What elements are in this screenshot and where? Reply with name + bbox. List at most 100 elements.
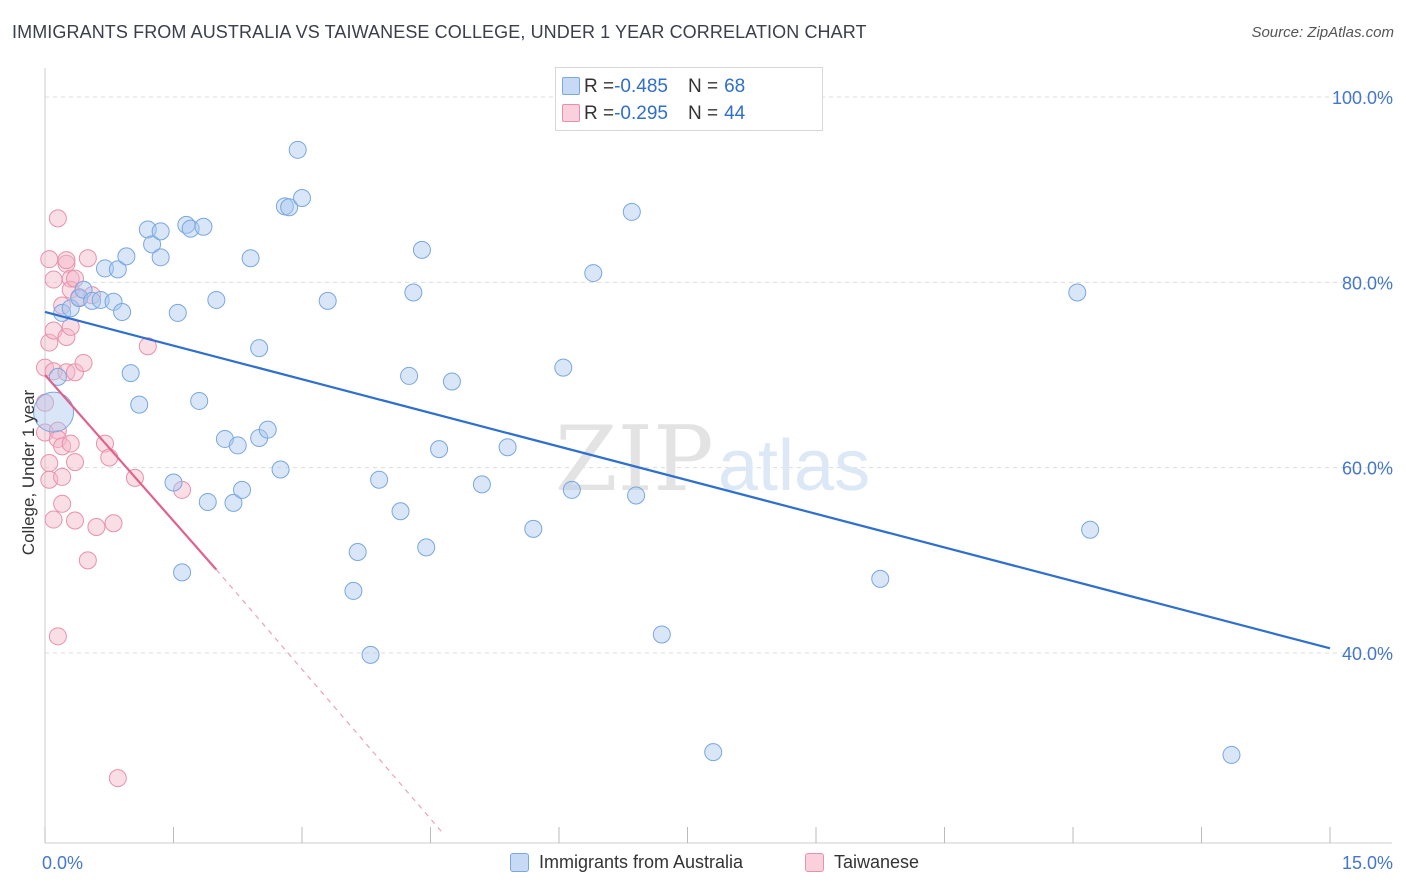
data-point-australia — [108, 260, 127, 279]
data-point-australia — [250, 339, 269, 358]
data-point-taiwanese — [53, 467, 72, 486]
data-point-taiwanese — [44, 270, 63, 289]
data-point-australia — [130, 395, 149, 414]
data-point-australia — [164, 473, 183, 492]
data-point-australia — [627, 486, 646, 505]
data-point-australia — [151, 248, 170, 267]
watermark-atlas: atlas — [718, 426, 870, 506]
data-point-taiwanese — [78, 249, 97, 268]
data-point-australia — [370, 470, 389, 489]
data-point-australia — [554, 358, 573, 377]
data-point-australia — [348, 542, 367, 561]
stats-row-taiwanese: R = -0.295 N = 44 — [562, 101, 745, 127]
data-point-australia — [207, 290, 226, 309]
stats-n-label: N = — [687, 76, 719, 97]
data-point-taiwanese — [61, 434, 80, 453]
data-point-australia — [241, 249, 260, 268]
data-point-australia — [622, 202, 641, 221]
legend-label-australia: Immigrants from Australia — [539, 852, 744, 872]
data-point-taiwanese — [78, 551, 97, 570]
data-point-taiwanese — [53, 494, 72, 513]
data-point-australia — [271, 460, 290, 479]
legend-swatch-taiwanese — [805, 853, 824, 872]
axis-labels: 40.0% 60.0% 80.0% 100.0% 0.0% 15.0% College, U… — [19, 88, 1393, 873]
data-point-taiwanese — [100, 448, 119, 467]
data-point-australia — [498, 438, 517, 457]
data-point-australia — [442, 372, 461, 391]
trend-lines — [44, 310, 1331, 835]
data-point-australia — [228, 436, 247, 455]
data-point-australia — [562, 480, 581, 499]
data-point-australia — [198, 492, 217, 511]
data-point-taiwanese — [87, 517, 106, 536]
data-point-australia — [871, 569, 890, 588]
data-point-australia — [233, 480, 252, 499]
chart-title: IMMIGRANTS FROM AUSTRALIA VS TAIWANESE C… — [12, 22, 867, 42]
watermark: ZIP atlas — [555, 407, 870, 512]
x-tick-label-max: 15.0% — [1342, 853, 1393, 873]
data-point-australia — [344, 581, 363, 600]
data-point-australia — [33, 391, 75, 433]
data-point-australia — [194, 217, 213, 236]
legend-label-taiwanese: Taiwanese — [834, 852, 920, 872]
grid-lines — [45, 96, 1392, 654]
data-point-australia — [404, 283, 423, 302]
stats-swatch-australia — [562, 77, 580, 95]
data-point-australia — [151, 222, 170, 241]
y-tick-label: 40.0% — [1342, 644, 1393, 664]
trend-extension-taiwanese — [215, 569, 444, 835]
data-point-taiwanese — [57, 251, 76, 270]
data-point-australia — [524, 519, 543, 538]
y-tick-label: 60.0% — [1342, 459, 1393, 479]
data-point-australia — [280, 198, 299, 217]
legend-item-taiwanese[interactable]: Taiwanese — [805, 852, 919, 873]
data-point-australia — [412, 240, 431, 259]
watermark-zip: ZIP — [555, 407, 714, 512]
legend-swatch-australia — [510, 853, 529, 872]
data-point-australia — [143, 235, 162, 254]
data-point-australia — [430, 440, 449, 459]
trend-line-taiwanese — [44, 374, 218, 571]
source-label: Source: ZipAtlas.com — [1251, 24, 1394, 41]
y-tick-label: 80.0% — [1342, 273, 1393, 293]
data-point-australia — [95, 259, 114, 278]
y-axis-label: College, Under 1 year — [19, 389, 38, 555]
trend-line-australia — [44, 310, 1331, 650]
data-point-australia — [113, 302, 132, 321]
data-point-taiwanese — [104, 514, 123, 533]
data-point-taiwanese — [74, 353, 93, 372]
data-point-taiwanese — [57, 328, 76, 347]
x-tick-label-min: 0.0% — [42, 853, 83, 873]
data-point-australia — [361, 645, 380, 664]
data-point-australia — [417, 538, 436, 557]
data-point-australia — [1068, 283, 1087, 302]
data-point-australia — [173, 563, 192, 582]
data-point-australia — [400, 366, 419, 385]
data-point-taiwanese — [40, 333, 59, 352]
data-point-australia — [1081, 520, 1100, 539]
data-point-taiwanese — [48, 627, 67, 646]
data-point-australia — [117, 247, 136, 266]
data-point-taiwanese — [57, 254, 76, 273]
data-point-taiwanese — [40, 250, 59, 269]
data-point-australia — [168, 303, 187, 322]
data-point-australia — [293, 189, 311, 208]
data-point-australia — [472, 475, 491, 494]
australia-points — [33, 140, 1241, 764]
legend-item-australia[interactable]: Immigrants from Australia — [510, 852, 743, 873]
data-point-taiwanese — [108, 769, 127, 788]
y-tick-label: 100.0% — [1332, 88, 1393, 108]
data-point-australia — [121, 364, 140, 383]
stats-box: R = -0.485 N = 68 R = -0.295 N = 44 — [555, 67, 823, 131]
data-point-taiwanese — [65, 511, 84, 530]
data-point-australia — [48, 367, 67, 386]
data-point-taiwanese — [48, 209, 67, 228]
data-point-australia — [584, 264, 603, 283]
stats-r-value: -0.295 — [614, 103, 668, 124]
data-point-australia — [258, 420, 277, 439]
stats-n-value: 68 — [724, 76, 746, 97]
stats-n-label: N = — [687, 103, 719, 124]
stats-swatch-taiwanese — [562, 104, 580, 122]
stats-r-label: R = — [584, 76, 615, 97]
